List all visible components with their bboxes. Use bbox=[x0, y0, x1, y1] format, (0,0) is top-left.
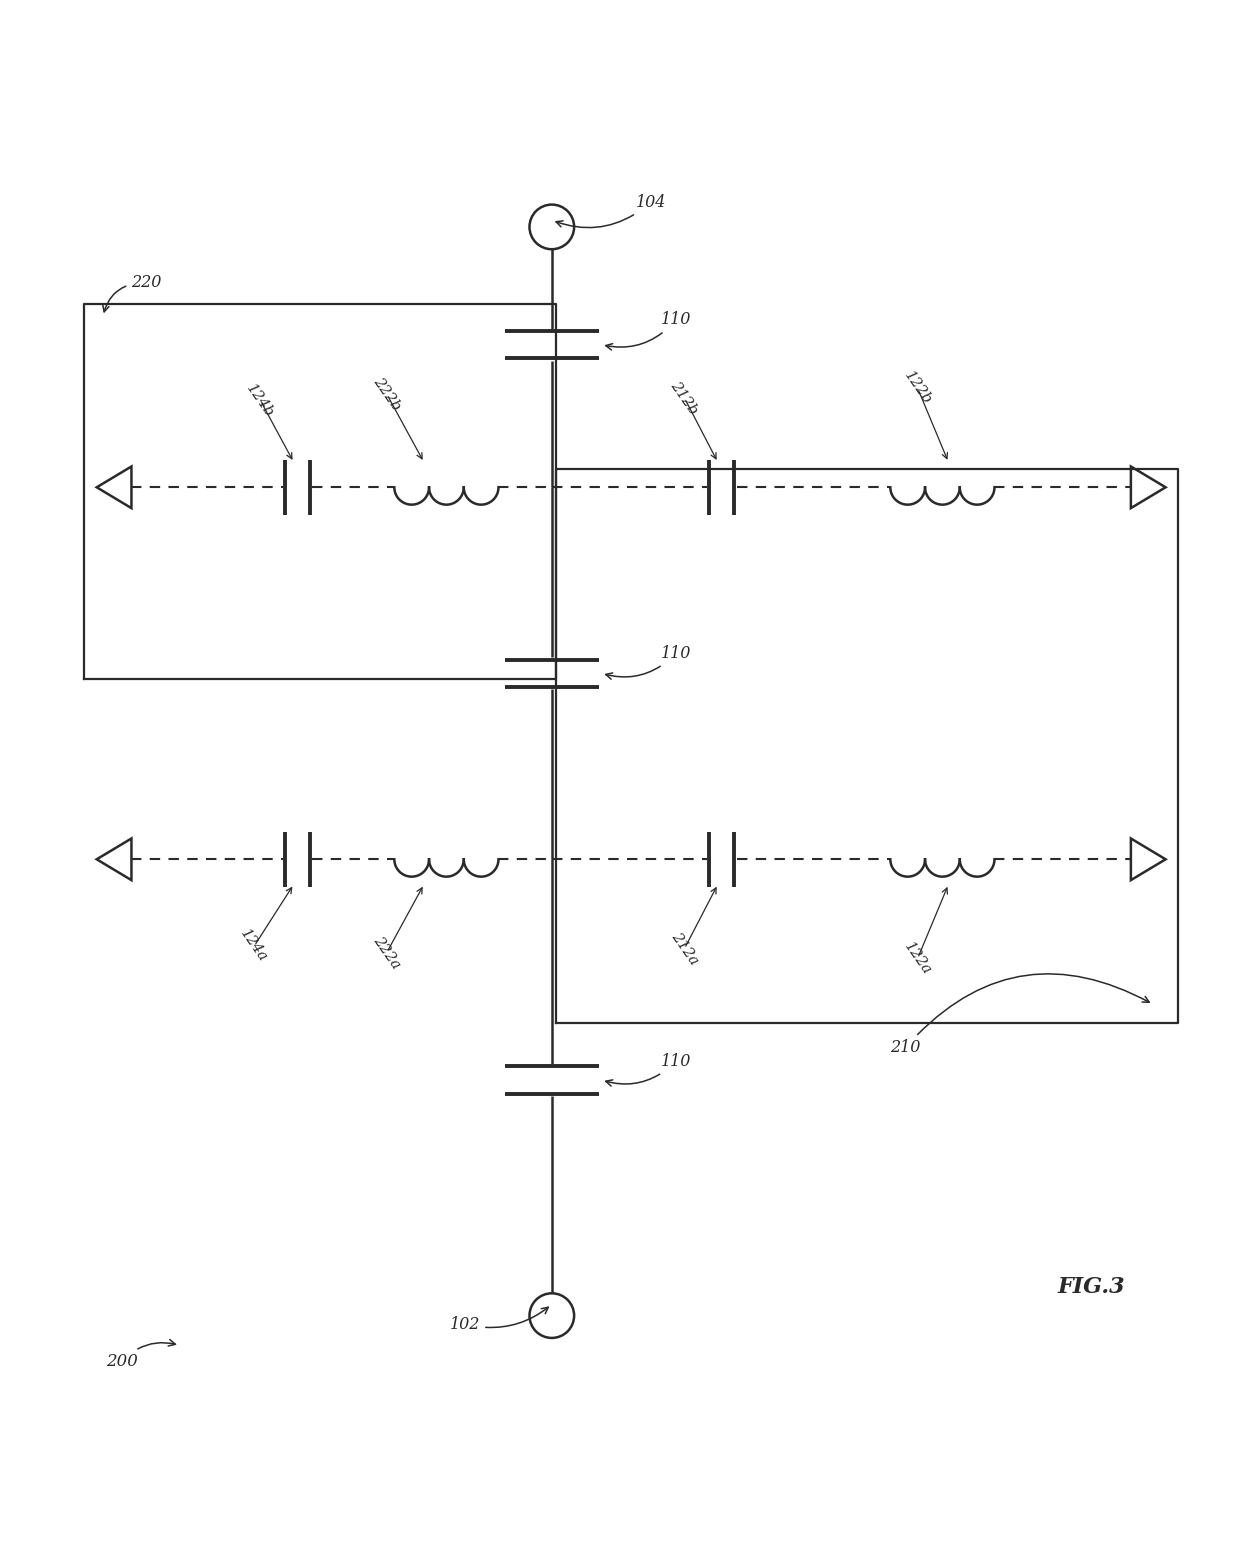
Text: 122b: 122b bbox=[901, 369, 934, 408]
Text: 110: 110 bbox=[605, 644, 691, 680]
Text: 222b: 222b bbox=[371, 375, 403, 414]
Text: 110: 110 bbox=[606, 312, 691, 349]
Text: 110: 110 bbox=[605, 1054, 691, 1086]
Text: 212b: 212b bbox=[668, 379, 701, 417]
Text: 220: 220 bbox=[103, 273, 161, 312]
Text: 124a: 124a bbox=[238, 927, 270, 966]
Text: FIG.3: FIG.3 bbox=[1058, 1276, 1125, 1298]
Text: 124b: 124b bbox=[244, 382, 277, 420]
Text: 210: 210 bbox=[890, 973, 1149, 1057]
Text: 212a: 212a bbox=[668, 930, 701, 967]
Text: 122a: 122a bbox=[901, 939, 934, 978]
Text: 102: 102 bbox=[450, 1307, 548, 1333]
Text: 104: 104 bbox=[556, 193, 666, 227]
Text: 222a: 222a bbox=[371, 933, 403, 972]
Text: 200: 200 bbox=[105, 1340, 175, 1370]
